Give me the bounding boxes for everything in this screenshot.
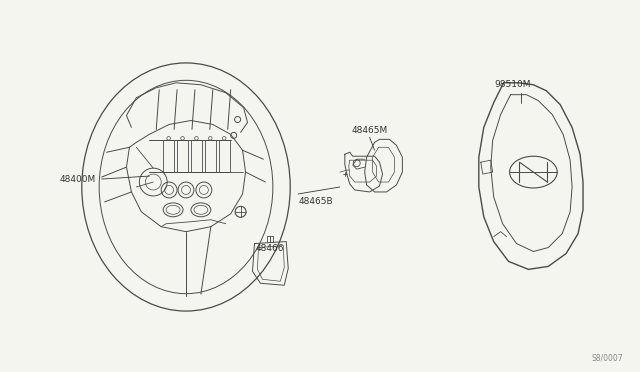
Text: 48465B: 48465B — [298, 198, 333, 206]
Text: S8/0007: S8/0007 — [591, 354, 623, 363]
Text: 48465M: 48465M — [352, 126, 388, 135]
Text: 48400M: 48400M — [60, 174, 96, 183]
Text: 98510M: 98510M — [495, 80, 531, 89]
Text: 48466: 48466 — [255, 244, 284, 253]
